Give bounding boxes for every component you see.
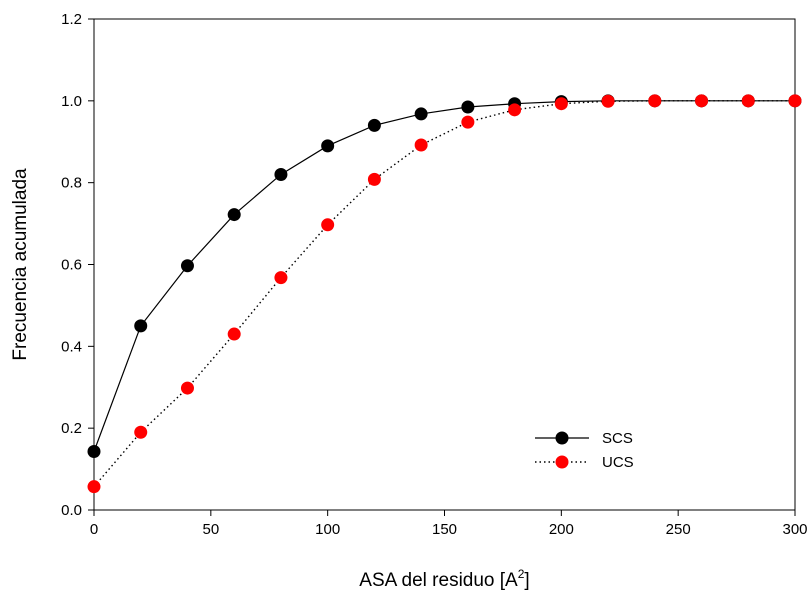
data-point-ucs: [508, 103, 522, 117]
y-tick-label: 1.0: [61, 93, 82, 110]
data-point-scs: [274, 167, 288, 181]
y-tick-label: 0.8: [61, 175, 82, 192]
x-tick-label: 250: [666, 521, 691, 538]
series-line-ucs: [93, 100, 795, 488]
plot-frame: [93, 18, 796, 511]
data-point-ucs: [554, 97, 568, 111]
data-point-ucs: [87, 480, 101, 494]
y-axis-title: Frecuencia acumulada: [10, 168, 31, 361]
series-line-scs: [93, 100, 795, 452]
data-point-ucs: [134, 425, 148, 439]
y-tick-label: 0.6: [61, 257, 82, 274]
data-point-ucs: [601, 94, 615, 108]
data-point-scs: [134, 319, 148, 333]
x-tick-label: 300: [782, 521, 807, 538]
data-point-ucs: [274, 271, 288, 285]
data-point-scs: [180, 259, 194, 273]
y-tick-label: 0.4: [61, 338, 82, 355]
data-point-ucs: [180, 381, 194, 395]
data-point-scs: [321, 139, 335, 153]
data-point-ucs: [648, 94, 662, 108]
data-point-ucs: [321, 218, 335, 232]
x-axis-title-superscript: 2: [518, 567, 525, 581]
data-point-scs: [87, 444, 101, 458]
plot-area: [87, 94, 802, 494]
data-point-ucs: [414, 138, 428, 152]
x-tick-label: 50: [202, 521, 219, 538]
y-tick-label: 0.0: [61, 502, 82, 519]
legend-marker-scs: [555, 431, 569, 445]
data-point-scs: [414, 107, 428, 121]
data-point-ucs: [741, 94, 755, 108]
data-point-scs: [227, 208, 241, 222]
data-point-ucs: [695, 94, 709, 108]
x-axis-title: ASA del residuo [A2]: [359, 567, 529, 591]
data-point-ucs: [227, 327, 241, 341]
y-tick-label: 1.2: [61, 11, 82, 28]
data-point-scs: [461, 100, 475, 114]
axes: 0 50 100 150 200 250 300 0.0 0.2 0.4 0.6 0.8 1.0 1.2: [61, 11, 807, 538]
data-point-ucs: [367, 172, 381, 186]
legend-marker-ucs: [555, 455, 569, 469]
legend-label-scs: SCS: [602, 430, 633, 447]
x-tick-label: 0: [90, 521, 98, 538]
legend: SCS UCS: [535, 430, 634, 471]
x-tick-label: 150: [432, 521, 457, 538]
data-point-scs: [367, 118, 381, 132]
x-tick-label: 100: [315, 521, 340, 538]
data-point-ucs: [788, 94, 802, 108]
x-tick-label: 200: [549, 521, 574, 538]
legend-label-ucs: UCS: [602, 454, 634, 471]
data-point-ucs: [461, 115, 475, 129]
y-tick-label: 0.2: [61, 420, 82, 437]
